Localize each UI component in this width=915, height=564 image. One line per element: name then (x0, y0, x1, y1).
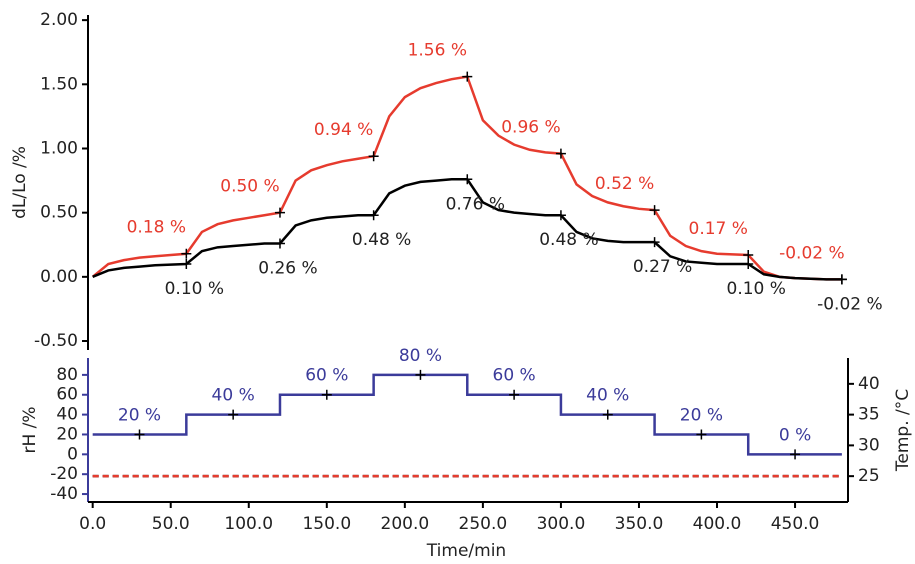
y-tick-label: 1.50 (40, 74, 78, 94)
y-tick-label: -40 (50, 484, 78, 504)
y2-tick-label: 35 (858, 405, 880, 425)
annotation: 0.27 % (633, 257, 692, 277)
y-tick-label: 1.00 (40, 138, 78, 158)
point-marker (790, 449, 801, 460)
annotation: 0 % (779, 425, 811, 445)
x-tick-label: 450.0 (771, 514, 820, 534)
point-marker (649, 205, 660, 216)
point-marker (181, 248, 192, 259)
y-tick-label: -20 (50, 464, 78, 484)
annotation: 0.96 % (501, 118, 560, 138)
point-marker (555, 148, 566, 159)
x-tick-label: 400.0 (693, 514, 742, 534)
annotation: 0.26 % (258, 258, 317, 278)
y2-axis-label: Temp. /°C (893, 389, 913, 472)
annotation: 0.52 % (595, 174, 654, 194)
point-marker (228, 409, 239, 420)
point-marker (743, 259, 754, 270)
annotation: 0.10 % (165, 279, 224, 299)
y-tick-label: 40 (56, 405, 78, 425)
y-axis-label: rH /% (20, 406, 40, 453)
point-marker (743, 250, 754, 261)
y-tick-label: 60 (56, 385, 78, 405)
y2-tick-label: 40 (858, 374, 880, 394)
y-tick-label: 0 (67, 444, 78, 464)
y2-tick-label: 30 (858, 435, 880, 455)
x-tick-label: 250.0 (459, 514, 508, 534)
point-marker (274, 238, 285, 249)
y-tick-label: 0.50 (40, 203, 78, 223)
point-marker (509, 389, 520, 400)
annotation: 0.48 % (352, 230, 411, 250)
point-marker (649, 237, 660, 248)
y-tick-label: -0.50 (34, 331, 78, 351)
annotation: -0.02 % (817, 294, 883, 314)
annotation: -0.02 % (779, 243, 845, 263)
series-line (92, 373, 842, 456)
x-tick-label: 150.0 (302, 514, 351, 534)
annotation: 0.10 % (727, 279, 786, 299)
x-tick-label: 50.0 (152, 514, 190, 534)
point-marker (462, 174, 473, 185)
y2-tick-label: 25 (858, 466, 880, 486)
point-marker (368, 210, 379, 221)
point-marker (836, 274, 847, 285)
x-tick-label: 200.0 (381, 514, 430, 534)
annotation: 0.50 % (220, 177, 279, 197)
annotation: 1.56 % (408, 41, 467, 61)
x-tick-label: 350.0 (615, 514, 664, 534)
annotation: 0.94 % (314, 120, 373, 140)
x-tick-label: 0.0 (79, 514, 106, 534)
point-marker (555, 210, 566, 221)
point-marker (321, 389, 332, 400)
annotation: 0.18 % (127, 218, 186, 238)
y-tick-label: 80 (56, 365, 78, 385)
point-marker (415, 369, 426, 380)
y-axis-label: dL/Lo /% (10, 146, 30, 219)
point-marker (274, 207, 285, 218)
annotation: 20 % (118, 405, 161, 425)
y-tick-label: 20 (56, 424, 78, 444)
annotation: 40 % (212, 386, 255, 406)
y-tick-label: 0.00 (40, 267, 78, 287)
x-axis-label: Time/min (426, 541, 506, 561)
y-tick-label: 2.00 (40, 10, 78, 30)
annotation: 80 % (399, 346, 442, 366)
x-tick-label: 300.0 (537, 514, 586, 534)
annotation: 60 % (493, 366, 536, 386)
annotation: 40 % (586, 386, 629, 406)
annotation: 0.48 % (539, 230, 598, 250)
point-marker (696, 429, 707, 440)
point-marker (134, 429, 145, 440)
annotation: 20 % (680, 405, 723, 425)
annotation: 60 % (305, 366, 348, 386)
point-marker (462, 71, 473, 82)
point-marker (368, 151, 379, 162)
annotation: 0.76 % (446, 194, 505, 214)
point-marker (181, 259, 192, 270)
point-marker (602, 409, 613, 420)
annotation: 0.17 % (689, 219, 748, 239)
x-tick-label: 100.0 (224, 514, 273, 534)
